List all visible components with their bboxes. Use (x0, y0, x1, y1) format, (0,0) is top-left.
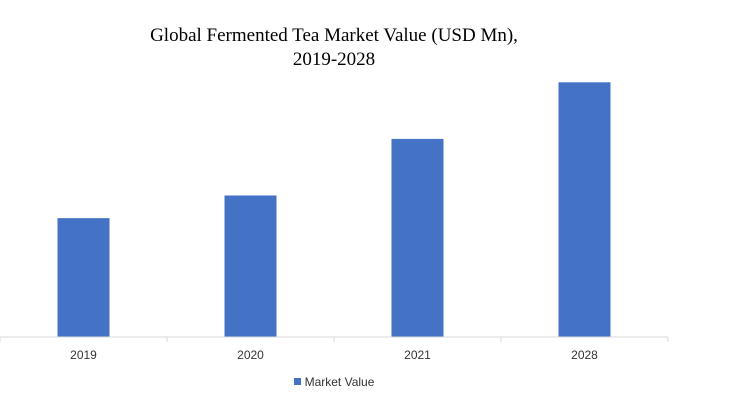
x-tick-label-2028: 2028 (571, 348, 598, 362)
x-tick-label-2020: 2020 (237, 348, 264, 362)
chart-title-line-1: Global Fermented Tea Market Value (USD M… (150, 25, 518, 46)
bar-2019 (57, 218, 110, 337)
bar-series (57, 82, 611, 337)
legend: Market Value (0, 374, 668, 389)
x-axis-ticks (0, 337, 669, 342)
bar-2021 (391, 138, 444, 337)
x-tick-label-2021: 2021 (404, 348, 431, 362)
legend-item-market-value: Market Value (293, 374, 375, 389)
chart-title: Global Fermented Tea Market Value (USD M… (0, 24, 668, 72)
x-tick-label-2019: 2019 (70, 348, 97, 362)
legend-swatch (293, 378, 301, 385)
bar-2020 (224, 195, 277, 337)
bar-2028 (558, 82, 611, 337)
chart-title-line-2: 2019-2028 (292, 49, 376, 70)
x-axis-tick-labels: 2019 2020 2021 2028 (70, 348, 598, 362)
legend-label: Market Value (304, 374, 375, 389)
